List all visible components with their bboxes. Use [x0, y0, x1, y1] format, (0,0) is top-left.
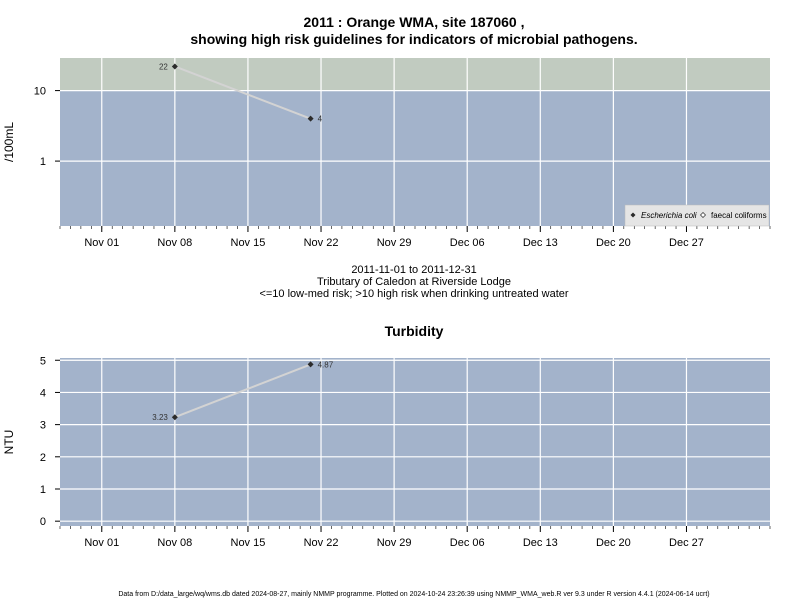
data-label: 4.87 [318, 360, 334, 369]
turbidity-chart: Nov 01 Nov 08 Nov 15 Nov 22 Nov 29 Dec 06 Dec … [2, 355, 771, 549]
x-tick-label: Nov 15 [231, 537, 266, 549]
x-tick-label: Dec 06 [450, 237, 485, 249]
x-tick-label: Dec 13 [523, 237, 558, 249]
y-tick-label: 5 [40, 355, 46, 367]
chart1-series: 22 4 [159, 62, 323, 123]
x-tick-label: Nov 15 [231, 237, 266, 249]
x-tick-label: Dec 27 [669, 237, 704, 249]
y-tick-label: 10 [34, 86, 46, 98]
data-point [307, 115, 314, 122]
chart1-axes: Nov 01 Nov 08 Nov 15 Nov 22 Nov 29 Dec 06 Dec … [34, 86, 771, 249]
legend-ecoli-label: Escherichia coli [641, 211, 697, 220]
x-tick-label: Nov 22 [304, 237, 339, 249]
x-tick-label: Nov 22 [304, 537, 339, 549]
ecoli-chart: Nov 01 Nov 08 Nov 15 Nov 22 Nov 29 Dec 06 Dec … [2, 58, 771, 249]
y-tick-label: 0 [40, 516, 46, 528]
chart1-y-axis-label: /100mL [2, 122, 16, 162]
chart2-title: Turbidity [385, 323, 444, 339]
chart1-title-line2: showing high risk guidelines for indicat… [190, 31, 637, 47]
data-point [171, 414, 178, 421]
series-line [174, 65, 311, 120]
chart1-title-line1: 2011 : Orange WMA, site 187060 , [304, 14, 525, 30]
x-tick-label: Nov 29 [377, 537, 412, 549]
site-description-caption: Tributary of Caledon at Riverside Lodge [317, 276, 511, 288]
x-tick-label: Nov 08 [157, 237, 192, 249]
x-tick-label: Nov 01 [84, 537, 119, 549]
chart2-plot-area [60, 358, 770, 526]
chart2-gridlines [60, 358, 770, 526]
x-tick-label: Dec 20 [596, 237, 631, 249]
date-range-caption: 2011-11-01 to 2011-12-31 [351, 264, 476, 276]
series-line [174, 363, 311, 419]
chart1-legend: Escherichia coli faecal coliforms [624, 204, 770, 227]
data-point [171, 63, 178, 70]
legend-faecal-marker [700, 212, 706, 218]
data-label: 22 [159, 62, 168, 71]
chart2-series: 3.23 4.87 [152, 360, 333, 422]
legend-box [624, 204, 770, 227]
chart2-y-axis-label: NTU [2, 430, 16, 455]
legend-faecal-label: faecal coliforms [711, 211, 767, 220]
data-label: 3.23 [152, 413, 168, 422]
x-tick-label: Dec 20 [596, 537, 631, 549]
x-tick-label: Nov 01 [84, 237, 119, 249]
x-tick-label: Dec 06 [450, 537, 485, 549]
chart2-axes: Nov 01 Nov 08 Nov 15 Nov 22 Nov 29 Dec 06 Dec … [40, 355, 771, 549]
y-tick-label: 4 [40, 387, 46, 399]
data-label: 4 [318, 115, 323, 124]
y-tick-label: 3 [40, 420, 46, 432]
high-risk-band [60, 58, 770, 91]
y-tick-label: 1 [40, 156, 46, 168]
chart1-gridlines [60, 58, 770, 226]
x-tick-label: Dec 27 [669, 537, 704, 549]
y-tick-label: 2 [40, 452, 46, 464]
data-point [307, 361, 314, 368]
y-tick-label: 1 [40, 484, 46, 496]
x-tick-label: Nov 29 [377, 237, 412, 249]
risk-note-caption: <=10 low-med risk; >10 high risk when dr… [259, 288, 568, 300]
footer-note: Data from D:/data_large/wq/wms.db dated … [118, 591, 709, 598]
x-tick-label: Nov 08 [157, 537, 192, 549]
legend-ecoli-marker [630, 212, 636, 218]
x-tick-label: Dec 13 [523, 537, 558, 549]
